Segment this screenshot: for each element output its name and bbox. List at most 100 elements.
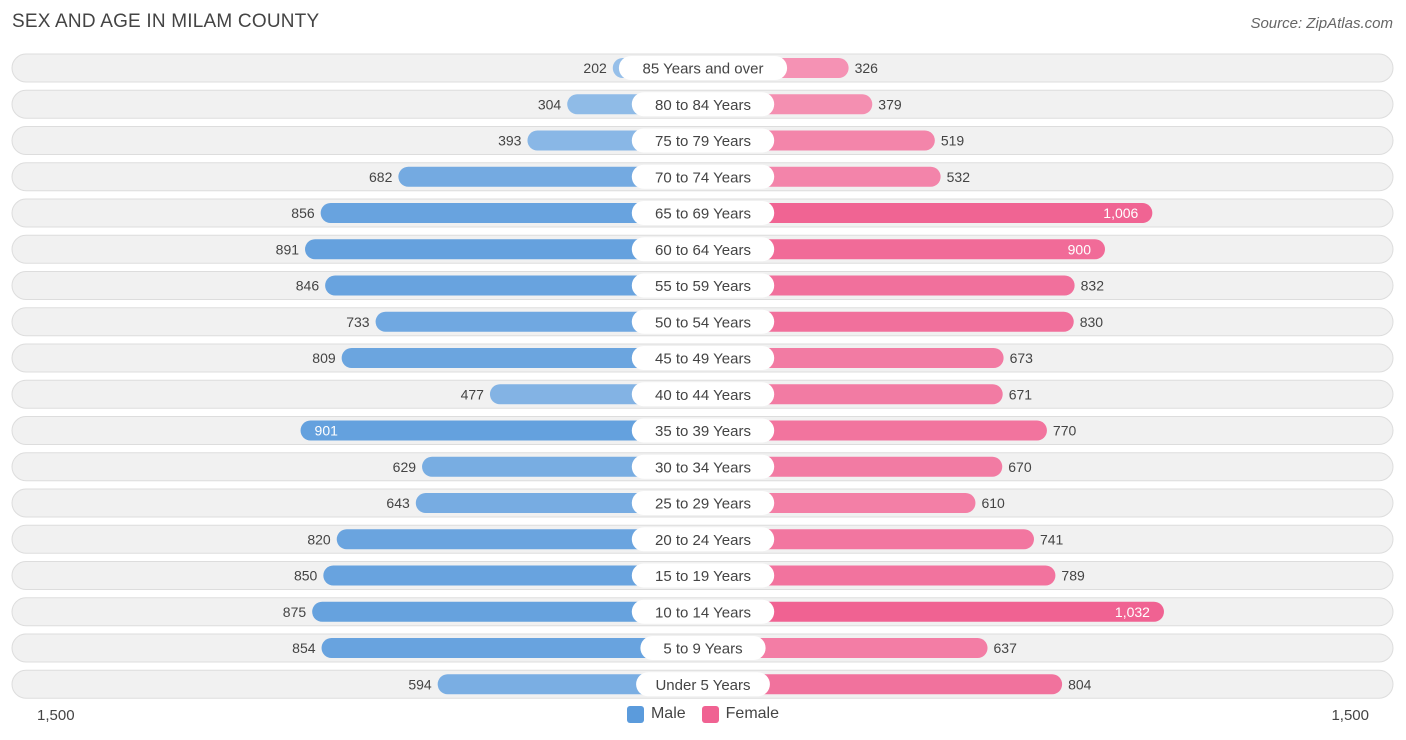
male-value-label: 682 (369, 169, 393, 185)
chart-legend: Male Female (0, 705, 1406, 723)
category-label-bg (631, 92, 775, 117)
category-label: 85 Years and over (643, 61, 764, 78)
category-label-bg (631, 128, 775, 153)
male-bar (325, 275, 703, 296)
male-bar (312, 601, 703, 622)
category-label: 60 to 64 Years (655, 242, 751, 259)
category-label: 65 to 69 Years (655, 206, 751, 223)
male-bar (422, 456, 703, 477)
female-bar (703, 456, 1003, 477)
male-value-label: 875 (283, 604, 307, 620)
male-value-label: 856 (291, 205, 315, 221)
male-value-label: 891 (276, 241, 300, 257)
male-value-label: 901 (315, 423, 339, 439)
female-value-label: 671 (1009, 386, 1033, 402)
female-value-label: 379 (878, 96, 902, 112)
male-value-label: 846 (296, 278, 320, 294)
male-bar (415, 493, 703, 513)
female-value-label: 1,006 (1103, 205, 1138, 221)
male-value-label: 393 (498, 133, 522, 149)
category-label-bg (631, 563, 775, 588)
category-label-bg (640, 636, 766, 660)
female-value-label: 741 (1040, 531, 1064, 547)
chart-source: Source: ZipAtlas.com (1250, 15, 1393, 32)
category-label: 50 to 54 Years (655, 314, 751, 331)
female-value-label: 637 (994, 640, 1018, 656)
category-label-bg (631, 309, 775, 334)
male-bar (305, 239, 703, 260)
female-value-label: 673 (1010, 350, 1034, 366)
category-label: 45 to 49 Years (655, 351, 751, 368)
category-label-bg (631, 273, 775, 298)
category-label-bg (618, 56, 788, 80)
female-bar (703, 529, 1034, 550)
category-label: 55 to 59 Years (655, 278, 751, 295)
category-label-bg (631, 418, 775, 443)
female-value-label: 519 (941, 133, 965, 149)
female-bar (703, 565, 1056, 586)
category-label-bg (631, 454, 775, 479)
male-value-label: 820 (307, 531, 331, 547)
female-value-label: 770 (1053, 423, 1077, 439)
female-bar (703, 239, 1105, 260)
legend-label-male: Male (650, 705, 686, 722)
female-bar (703, 311, 1074, 332)
category-label-bg (631, 346, 775, 370)
category-label-bg (636, 672, 770, 697)
female-bar (703, 203, 1153, 223)
male-bar (341, 348, 703, 368)
female-bar (703, 384, 1003, 405)
male-bar (323, 565, 703, 586)
legend-swatch-male (626, 705, 644, 723)
female-value-label: 1,032 (1115, 604, 1150, 620)
female-value-label: 610 (981, 495, 1005, 511)
category-label: Under 5 Years (655, 677, 750, 694)
category-label-bg (631, 164, 775, 189)
category-label: 75 to 79 Years (655, 133, 751, 150)
male-value-label: 629 (393, 459, 417, 475)
male-bar (320, 203, 703, 223)
male-value-label: 854 (292, 640, 316, 656)
female-bar (703, 674, 1063, 695)
female-value-label: 532 (947, 169, 971, 185)
male-value-label: 304 (538, 96, 562, 112)
male-value-label: 850 (294, 568, 318, 584)
category-label-bg (631, 382, 775, 407)
legend-item-male: Male (626, 705, 686, 723)
male-bar (437, 674, 703, 695)
female-bar (703, 601, 1164, 622)
category-label: 70 to 74 Years (655, 169, 751, 186)
category-label: 25 to 29 Years (655, 496, 751, 513)
category-label: 80 to 84 Years (655, 97, 751, 114)
male-bar (300, 420, 703, 441)
male-bar (321, 638, 703, 658)
category-label-bg (631, 491, 775, 515)
female-bar (703, 348, 1004, 368)
female-bar (703, 638, 988, 658)
female-value-label: 832 (1081, 278, 1105, 294)
male-bar (375, 311, 703, 332)
axis-right-label: 1,500 (1331, 707, 1369, 724)
male-value-label: 477 (461, 386, 485, 402)
axis-left-label: 1,500 (37, 707, 75, 724)
female-value-label: 900 (1068, 241, 1092, 257)
legend-item-female: Female (701, 705, 780, 723)
category-label: 15 to 19 Years (655, 568, 751, 585)
male-value-label: 202 (583, 60, 607, 76)
male-value-label: 594 (408, 676, 432, 692)
category-label-bg (631, 201, 775, 225)
female-value-label: 830 (1080, 314, 1104, 330)
female-value-label: 804 (1068, 676, 1092, 692)
category-label: 30 to 34 Years (655, 459, 751, 476)
female-value-label: 670 (1008, 459, 1032, 475)
female-bar (703, 420, 1047, 441)
female-value-label: 326 (855, 60, 879, 76)
category-label: 10 to 14 Years (655, 604, 751, 621)
male-bar (398, 166, 703, 187)
male-bar (336, 529, 703, 550)
legend-label-female: Female (725, 705, 780, 722)
chart-title: SEX AND AGE IN MILAM COUNTY (12, 11, 320, 32)
female-bar (703, 275, 1075, 296)
legend-swatch-female (701, 705, 719, 723)
